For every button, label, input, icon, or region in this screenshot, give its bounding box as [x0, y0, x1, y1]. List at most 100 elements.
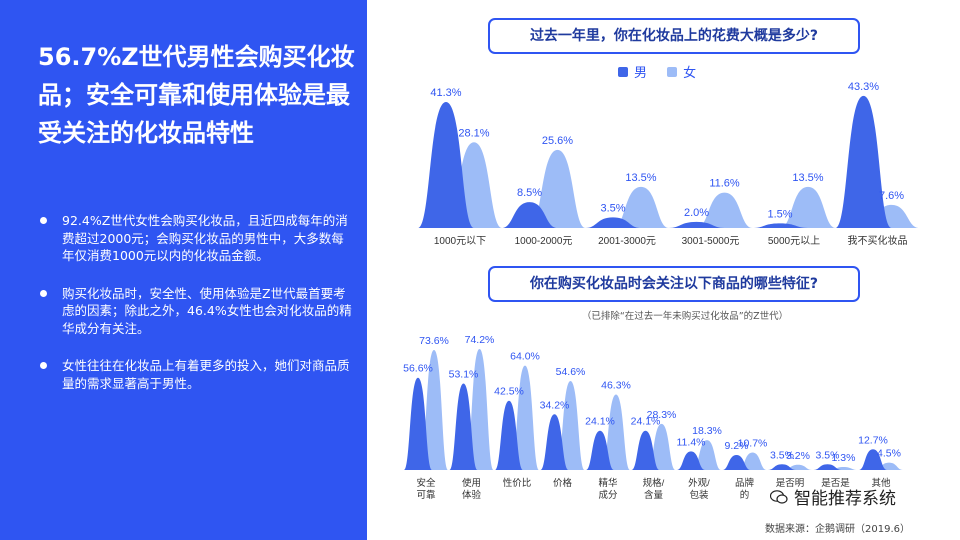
bar-female	[529, 149, 586, 228]
bar-male	[631, 430, 660, 470]
data-label-male: 3.5%	[770, 449, 794, 461]
bar-male	[677, 451, 705, 470]
data-label-male: 3.5%	[600, 202, 625, 214]
bar-male	[540, 414, 569, 470]
legend-label-male: 男	[634, 66, 648, 81]
category-label: 我不买化妆品	[848, 234, 908, 247]
watermark-text: 智能推荐系统	[794, 489, 896, 509]
bar-male	[586, 430, 614, 470]
category-label: 1000元以下	[434, 236, 486, 247]
bar-female	[613, 186, 669, 228]
bar-male	[449, 383, 478, 470]
data-label-female: 74.2%	[465, 334, 495, 346]
chart2-note: （已排除“在过去一年未购买过化妆品”的Z世代）	[581, 311, 789, 322]
bar-male	[668, 221, 725, 228]
data-label-male: 34.2%	[540, 399, 570, 411]
data-label-female: 46.3%	[601, 380, 631, 392]
bullet-list: 92.4%Z世代女性会购买化妆品，且近四成每年的消费超过2000元；会购买化妆品…	[38, 212, 356, 412]
legend-label-female: 女	[683, 66, 697, 81]
data-label-female: 28.3%	[647, 409, 677, 421]
category-label: 的	[740, 489, 750, 501]
bar-male	[859, 449, 887, 470]
data-label-male: 8.5%	[517, 187, 542, 199]
watermark: 智能推荐系统	[770, 484, 896, 509]
legend-swatch-female	[667, 66, 678, 77]
data-label-female: 28.1%	[458, 127, 489, 139]
data-label-male: 9.2%	[725, 440, 749, 452]
data-label-male: 11.4%	[677, 436, 706, 448]
bar-male	[768, 464, 796, 470]
category-label: 2001-3000元	[598, 236, 656, 247]
category-label: 3001-5000元	[682, 236, 740, 247]
data-label-male: 2.0%	[684, 207, 709, 219]
chart2-title: 你在购买化妆品时会关注以下商品的哪些特征?	[488, 266, 860, 302]
bullet-dot-icon	[40, 217, 47, 224]
data-label-female: 4.5%	[877, 448, 901, 460]
category-label: 是否是	[821, 478, 850, 489]
category-label: 规格/	[643, 477, 665, 489]
data-label-female: 13.5%	[625, 172, 656, 184]
bullet-dot-icon	[40, 289, 47, 297]
category-label: 品牌	[735, 477, 755, 489]
data-label-male: 3.5%	[816, 449, 840, 461]
category-label: 精华	[598, 477, 618, 489]
data-label-male: 56.6%	[403, 363, 433, 375]
bar-female	[511, 365, 539, 470]
bullet-text: 购买化妆品时，安全性、使用体验是Z世代最首要考虑的因素；除此之外，46.4%女性…	[62, 285, 352, 336]
bar-male	[835, 95, 892, 228]
data-label-male: 24.1%	[631, 416, 661, 428]
data-label-female: 3.2%	[786, 450, 810, 462]
category-label: 含量	[644, 489, 664, 501]
category-label: 其他	[871, 477, 891, 489]
bullet-item: 女性往往在化妆品上有着更多的投入，她们对商品质量的需求显著高于男性。	[38, 357, 356, 392]
legend-item-female: 女	[667, 62, 696, 81]
category-label: 1000-2000元	[515, 236, 573, 247]
bar-male	[501, 202, 558, 228]
data-label-female: 18.3%	[692, 425, 722, 437]
bar-male	[418, 102, 474, 228]
category-label: 成分	[598, 489, 618, 501]
data-label-female: 13.5%	[792, 172, 823, 184]
bar-male	[495, 400, 523, 470]
bullet-item: 购买化妆品时，安全性、使用体验是Z世代最首要考虑的因素；除此之外，46.4%女性…	[38, 285, 356, 338]
bar-male	[404, 377, 432, 470]
legend-item-male: 男	[618, 62, 647, 81]
data-label-female: 25.6%	[542, 135, 573, 147]
data-label-female: 73.6%	[419, 335, 449, 347]
bar-female	[696, 192, 753, 228]
data-label-male: 24.1%	[585, 416, 615, 428]
category-label: 外观/	[688, 477, 710, 489]
chart-legend: 男 女	[618, 62, 712, 81]
category-label: 价格	[553, 477, 573, 489]
bar-female	[556, 381, 585, 470]
category-label: 可靠	[416, 489, 436, 501]
category-label: 性价比	[503, 477, 532, 489]
data-label-male: 41.3%	[430, 87, 461, 99]
chart1-title: 过去一年里，你在化妆品上的花费大概是多少?	[488, 18, 860, 54]
category-label: 安全	[416, 477, 436, 489]
bar-female	[693, 440, 721, 470]
wechat-icon	[770, 489, 788, 504]
category-label: 体验	[462, 489, 482, 501]
bar-male	[813, 464, 842, 470]
data-label-female: 10.7%	[738, 438, 768, 450]
category-label: 使用	[462, 477, 481, 489]
data-label-male: 43.3%	[848, 81, 879, 93]
data-label-female: 11.6%	[709, 178, 740, 190]
bar-female	[420, 350, 448, 470]
data-label-female: 64.0%	[510, 351, 540, 363]
bar-male	[585, 217, 641, 228]
legend-swatch-male	[618, 66, 628, 77]
data-label-male: 1.5%	[767, 208, 792, 220]
data-label-male: 53.1%	[449, 368, 479, 380]
bullet-dot-icon	[40, 362, 47, 369]
data-label-male: 42.5%	[494, 386, 524, 398]
left-panel: 56.7%Z世代男性会购买化妆品；安全可靠和使用体验是最受关注的化妆品特性 92…	[0, 0, 367, 540]
bullet-text: 女性往往在化妆品上有着更多的投入，她们对商品质量的需求显著高于男性。	[62, 358, 350, 391]
category-label: 包装	[689, 489, 709, 501]
bar-female	[602, 394, 630, 470]
bar-female	[780, 186, 836, 228]
category-label: 是否明	[776, 478, 805, 489]
data-label-male: 12.7%	[858, 434, 888, 446]
